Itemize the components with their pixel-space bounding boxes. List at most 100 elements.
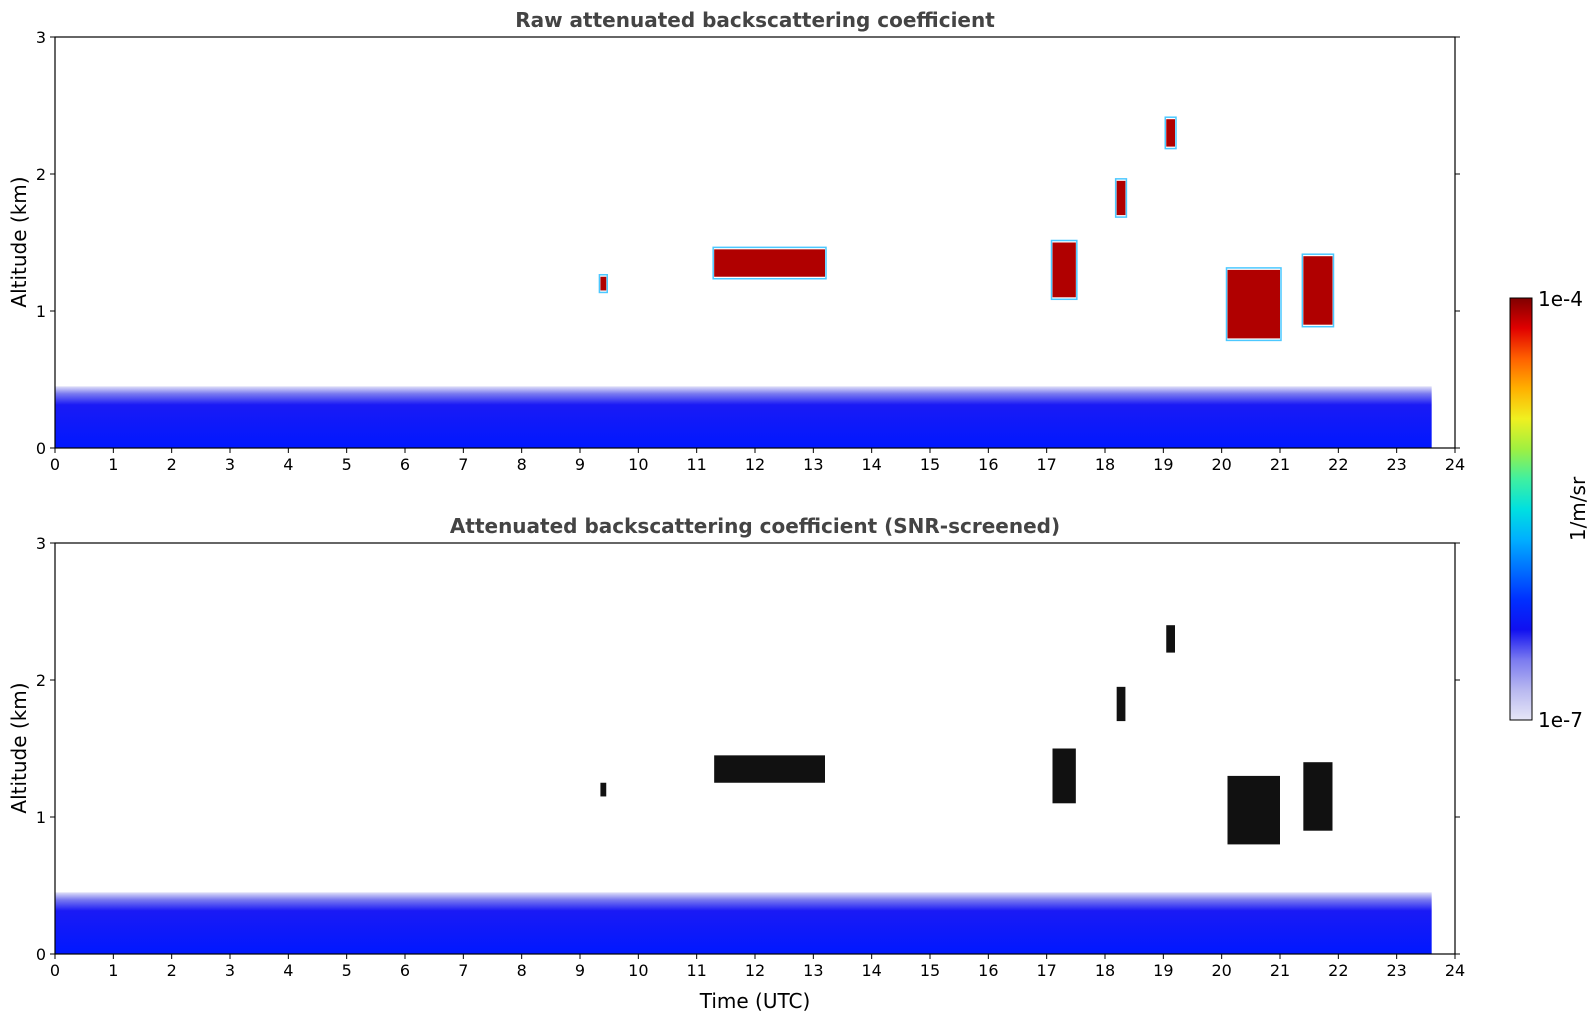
x-tick-label: 24 — [1445, 455, 1465, 474]
cloud-edge — [1050, 239, 1078, 301]
x-tick-label: 3 — [225, 455, 235, 474]
plot-frame — [54, 542, 1456, 955]
x-tick-label: 8 — [517, 961, 527, 980]
y-tick-label: 3 — [36, 534, 46, 553]
x-tick-label: 11 — [686, 455, 706, 474]
y-axis-label: Altitude (km) — [7, 682, 31, 813]
cloud-edge — [712, 246, 827, 280]
cloud-layer — [600, 782, 607, 797]
cloud-layer — [1116, 686, 1126, 722]
y-tick-label: 2 — [36, 671, 46, 690]
plot-area — [55, 543, 1455, 954]
colorbar-max-label: 1e-4 — [1538, 287, 1583, 311]
x-axis: 0 1 2 3 4 5 6 7 8 9 10 11 12 13 14 15 16 17 18 19 20 21 22 23 24 — [50, 448, 1465, 474]
x-tick-label: 12 — [745, 961, 765, 980]
colorbar: 1e-4 1e-7 1/m/sr — [1509, 287, 1590, 732]
y-tick-label: 1 — [36, 808, 46, 827]
x-tick-label: 12 — [745, 455, 765, 474]
cloud-layer — [1227, 269, 1280, 339]
cloud-layer — [1166, 119, 1175, 147]
x-tick-label: 13 — [803, 961, 823, 980]
x-axis: 0 1 2 3 4 5 6 7 8 9 10 11 12 13 14 15 16 17 18 19 20 21 22 23 24 — [50, 954, 1465, 980]
x-tick-label: 3 — [225, 961, 235, 980]
colorbar-min-label: 1e-7 — [1538, 708, 1583, 732]
x-tick-label: 18 — [1095, 455, 1115, 474]
x-tick-label: 23 — [1386, 961, 1406, 980]
x-tick-label: 7 — [458, 455, 468, 474]
x-tick-label: 18 — [1095, 961, 1115, 980]
y-tick-label: 0 — [36, 439, 46, 458]
x-tick-label: 6 — [400, 961, 410, 980]
plot-area — [55, 37, 1455, 448]
cloud-layer — [600, 276, 607, 291]
x-tick-label: 17 — [1036, 455, 1056, 474]
cloud-edge — [1225, 267, 1282, 342]
cloud-layer — [1303, 256, 1333, 325]
x-tick-label: 10 — [628, 455, 648, 474]
chart-title: Raw attenuated backscattering coefficien… — [515, 8, 995, 32]
x-tick-label: 7 — [458, 961, 468, 980]
aerosol-layer — [55, 386, 1432, 448]
y-tick-label: 1 — [36, 302, 46, 321]
x-tick-label: 21 — [1270, 455, 1290, 474]
colorbar-scale — [1509, 297, 1533, 721]
x-tick-label: 8 — [517, 455, 527, 474]
x-tick-label: 1 — [108, 961, 118, 980]
x-tick-label: 11 — [686, 961, 706, 980]
snr-screened-panel: Attenuated backscattering coefficient (S… — [7, 514, 1465, 1013]
cloud-edge — [1301, 253, 1335, 328]
x-tick-label: 9 — [575, 455, 585, 474]
x-tick-label: 4 — [283, 455, 293, 474]
y-axis: 0 1 2 3 — [36, 534, 1460, 964]
x-tick-label: 14 — [861, 961, 881, 980]
x-tick-label: 10 — [628, 961, 648, 980]
x-tick-label: 20 — [1211, 961, 1231, 980]
cloud-layer — [714, 755, 825, 783]
aerosol-layer — [55, 892, 1432, 954]
x-tick-label: 0 — [50, 961, 60, 980]
y-axis: 0 1 2 3 — [36, 28, 1460, 458]
x-tick-label: 17 — [1036, 961, 1056, 980]
x-tick-label: 21 — [1270, 961, 1290, 980]
x-tick-label: 1 — [108, 455, 118, 474]
x-tick-label: 2 — [167, 455, 177, 474]
plot-frame — [54, 36, 1456, 449]
backscatter-layers — [55, 625, 1432, 954]
colorbar-unit-label: 1/m/sr — [1566, 476, 1590, 541]
y-tick-label: 0 — [36, 945, 46, 964]
x-tick-label: 5 — [342, 961, 352, 980]
raw-backscatter-panel: Raw attenuated backscattering coefficien… — [7, 8, 1465, 474]
x-tick-label: 15 — [920, 961, 940, 980]
x-tick-label: 16 — [978, 961, 998, 980]
y-tick-label: 2 — [36, 165, 46, 184]
x-tick-label: 5 — [342, 455, 352, 474]
x-tick-label: 22 — [1328, 961, 1348, 980]
x-tick-label: 22 — [1328, 455, 1348, 474]
y-tick-label: 3 — [36, 28, 46, 47]
x-tick-label: 23 — [1386, 455, 1406, 474]
chart-title: Attenuated backscattering coefficient (S… — [450, 514, 1060, 538]
cloud-layer — [1052, 242, 1076, 298]
x-tick-label: 15 — [920, 455, 940, 474]
cloud-layer — [1227, 775, 1280, 845]
x-tick-label: 4 — [283, 961, 293, 980]
x-tick-label: 13 — [803, 455, 823, 474]
backscatter-layers — [55, 116, 1432, 448]
cloud-layer — [1052, 748, 1076, 804]
cloud-layer — [1303, 762, 1333, 831]
cloud-layer — [714, 249, 825, 277]
cloud-edge — [598, 274, 609, 294]
cloud-layer — [1166, 625, 1175, 653]
x-tick-label: 14 — [861, 455, 881, 474]
x-tick-label: 16 — [978, 455, 998, 474]
x-tick-label: 0 — [50, 455, 60, 474]
x-tick-label: 24 — [1445, 961, 1465, 980]
cloud-edge — [1164, 116, 1177, 150]
cloud-edge — [1114, 178, 1128, 218]
x-axis-label: Time (UTC) — [699, 989, 811, 1013]
cloud-layer — [1116, 180, 1126, 216]
x-tick-label: 2 — [167, 961, 177, 980]
x-tick-label: 19 — [1153, 961, 1173, 980]
x-tick-label: 19 — [1153, 455, 1173, 474]
